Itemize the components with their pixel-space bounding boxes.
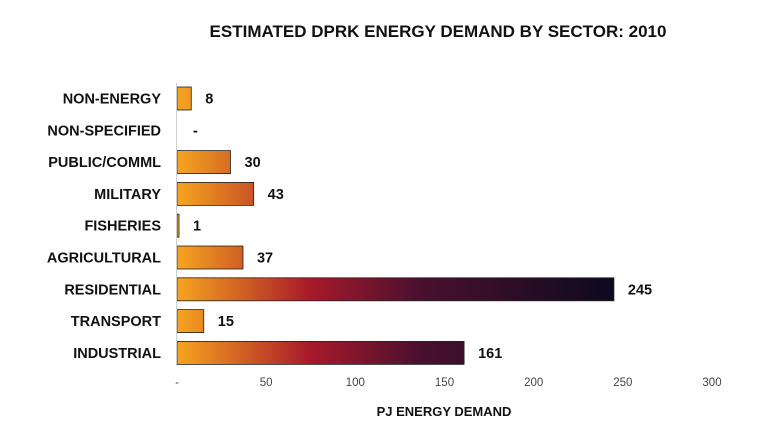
category-label-public-comml: PUBLIC/COMML	[48, 155, 161, 171]
x-tick-label: 100	[346, 377, 365, 389]
bar-military	[176, 181, 255, 206]
value-label-non-energy: 8	[205, 92, 213, 108]
category-label-residential: RESIDENTIAL	[64, 282, 161, 298]
value-label-agricultural: 37	[257, 251, 273, 267]
bar-industrial	[176, 340, 465, 365]
category-label-non-energy: NON-ENERGY	[63, 92, 162, 108]
x-tick-label: -	[175, 377, 179, 389]
value-label-public-comml: 30	[245, 155, 261, 171]
category-label-military: MILITARY	[94, 187, 161, 203]
bar-residential	[176, 277, 615, 302]
x-tick-label: 250	[613, 377, 632, 389]
value-labels: 8- 30 43 1 37 245 15 161	[193, 92, 652, 362]
value-label-residential: 245	[628, 282, 652, 298]
bar-non-energy	[176, 86, 192, 111]
bar-agricultural	[176, 245, 244, 270]
value-label-transport: 15	[218, 314, 234, 330]
x-tick-label: 200	[524, 377, 543, 389]
value-label-military: 43	[268, 187, 284, 203]
bar-public-comml	[176, 150, 231, 175]
value-label-non-specified: -	[193, 123, 198, 139]
bar-fisheries	[176, 213, 180, 238]
x-axis-label: PJ ENERGY DEMAND	[377, 404, 512, 419]
x-tick-label: 50	[260, 377, 273, 389]
chart-title: ESTIMATED DPRK ENERGY DEMAND BY SECTOR: …	[210, 22, 667, 41]
category-label-industrial: INDUSTRIAL	[73, 346, 161, 362]
x-tick-label: 150	[435, 377, 454, 389]
value-label-fisheries: 1	[193, 219, 201, 235]
bars-group	[176, 86, 615, 365]
value-label-industrial: 161	[478, 346, 502, 362]
category-label-fisheries: FISHERIES	[84, 219, 161, 235]
category-labels: NON-ENERGY NON-SPECIFIED PUBLIC/COMML MILIT…	[47, 92, 161, 362]
x-tick-label: 300	[702, 377, 721, 389]
category-label-agricultural: AGRICULTURAL	[47, 251, 161, 267]
category-label-transport: TRANSPORT	[71, 314, 161, 330]
category-label-non-specified: NON-SPECIFIED	[47, 123, 161, 139]
x-axis: - 50 100 150 200 250 300	[175, 83, 722, 389]
bar-transport	[176, 309, 205, 334]
